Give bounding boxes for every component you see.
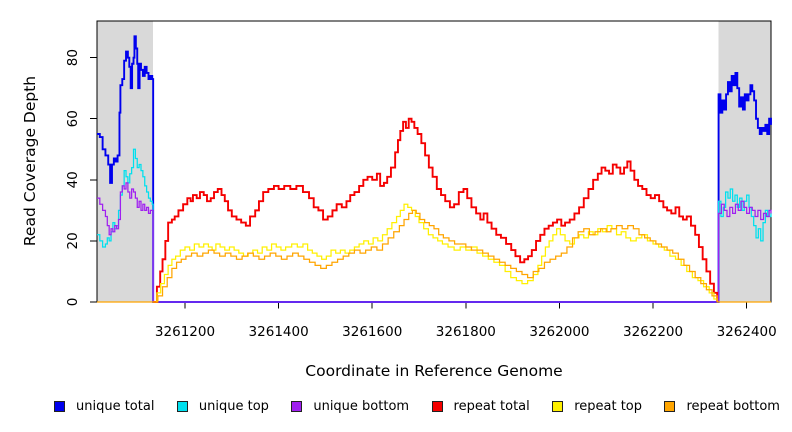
repeat-top-swatch-icon — [552, 401, 564, 412]
shaded-region-1 — [718, 21, 771, 302]
series-line-repeat-total — [153, 117, 719, 303]
x-tick-label: 3261600 — [342, 324, 402, 340]
legend: unique total unique top unique bottom re… — [54, 399, 780, 414]
series-line-unique-bottom — [97, 182, 772, 303]
y-axis-title: Read Coverage Depth — [21, 75, 39, 247]
y-tick-label: 20 — [65, 232, 81, 249]
legend-item-unique-top: unique top — [176, 399, 269, 414]
legend-item-unique-total: unique total — [54, 399, 154, 414]
series-line-unique-total — [97, 35, 772, 303]
x-tick-label: 3261400 — [249, 324, 309, 340]
x-axis-title: Coordinate in Reference Genome — [305, 362, 563, 380]
repeat-total-swatch-icon — [431, 401, 443, 412]
y-tick-label: 40 — [65, 171, 81, 188]
legend-label: repeat total — [453, 399, 530, 414]
legend-item-repeat-top: repeat top — [552, 399, 642, 414]
unique-top-swatch-icon — [176, 401, 188, 412]
legend-label: repeat top — [574, 399, 642, 414]
x-tick-label: 3262200 — [623, 324, 683, 340]
series-line-repeat-bottom — [97, 209, 771, 303]
x-tick-label: 3262400 — [717, 324, 777, 340]
x-tick-label: 3262000 — [529, 324, 589, 340]
unique-bottom-swatch-icon — [291, 401, 303, 412]
legend-label: unique total — [76, 399, 155, 414]
repeat-bottom-swatch-icon — [664, 401, 676, 412]
plot-border — [96, 20, 772, 303]
legend-label: repeat bottom — [686, 399, 780, 414]
x-tick-label: 3261800 — [436, 324, 496, 340]
legend-item-unique-bottom: unique bottom — [291, 399, 409, 414]
legend-item-repeat-bottom: repeat bottom — [664, 399, 780, 414]
y-tick-label: 60 — [65, 110, 81, 127]
legend-label: unique bottom — [313, 399, 410, 414]
legend-label: unique top — [198, 399, 269, 414]
y-tick-label: 80 — [65, 49, 81, 66]
shaded-region-0 — [97, 21, 154, 302]
legend-item-repeat-total: repeat total — [431, 399, 530, 414]
y-tick-label: 0 — [65, 298, 81, 307]
x-tick-label: 3261200 — [155, 324, 215, 340]
unique-total-swatch-icon — [54, 401, 65, 412]
